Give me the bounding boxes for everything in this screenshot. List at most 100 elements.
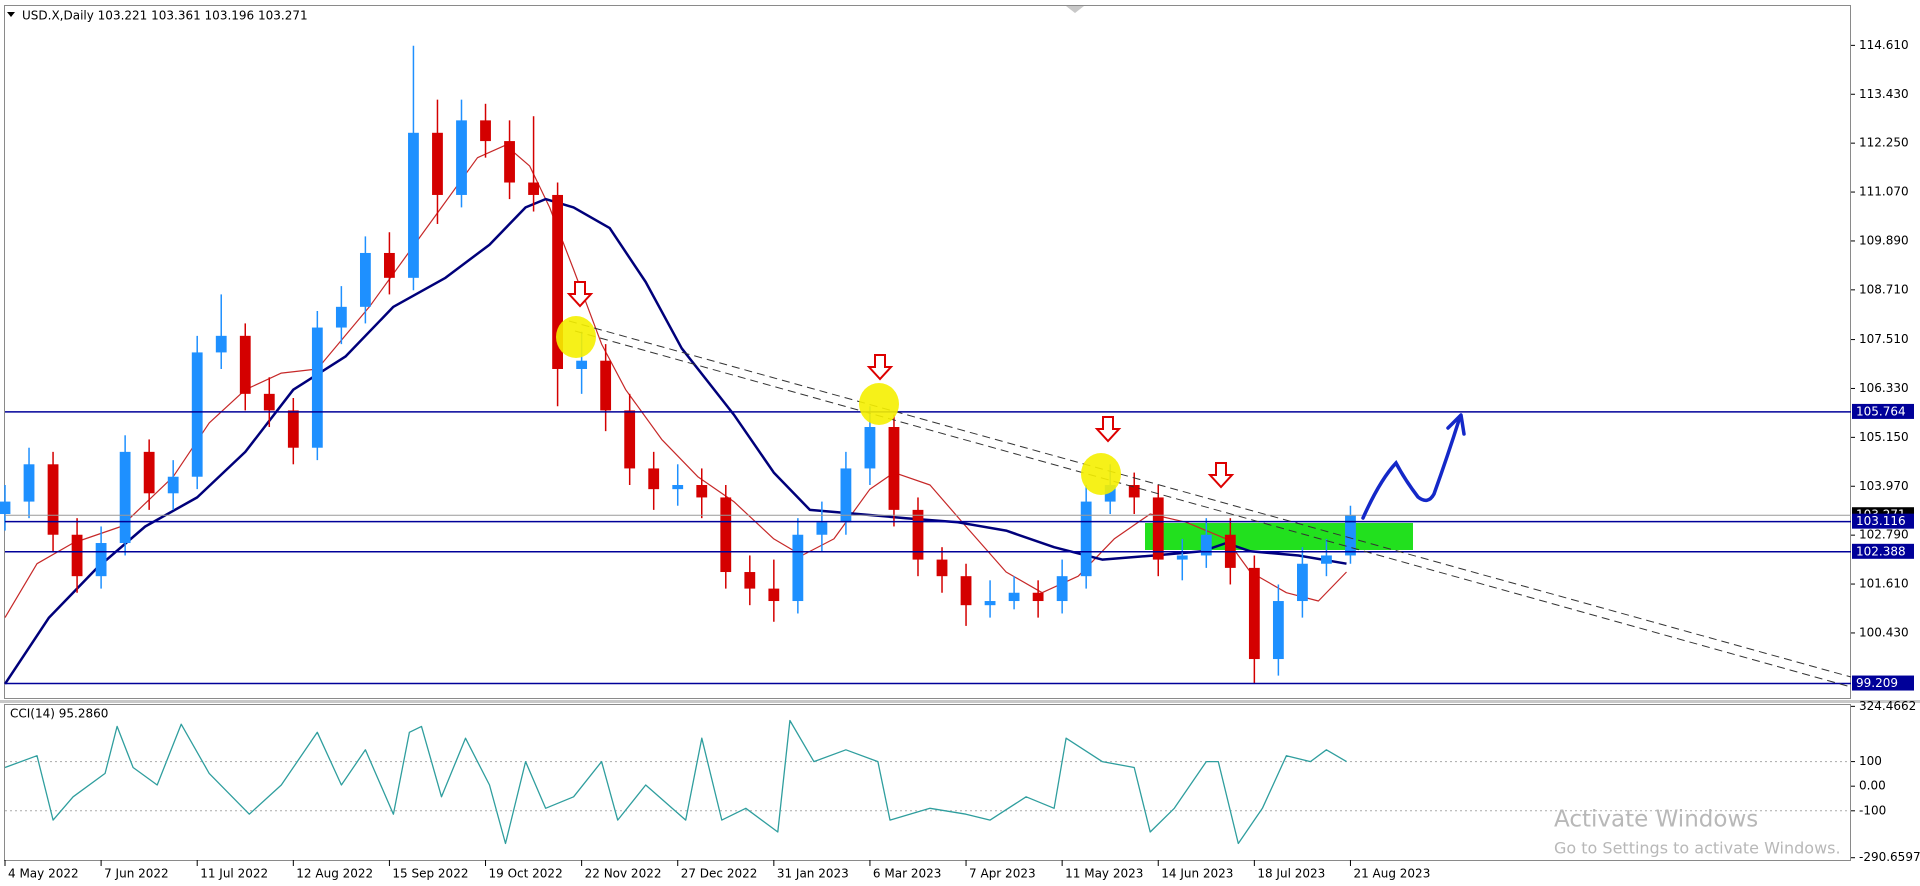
level-label: 99.209 <box>1856 676 1898 690</box>
x-tick-label: 15 Sep 2022 <box>392 867 468 881</box>
candle-body <box>0 501 11 515</box>
candle-body <box>239 335 251 394</box>
level-label-box <box>1852 513 1914 529</box>
y-tick-label: 111.070 <box>1859 185 1909 199</box>
candle-body <box>960 576 972 606</box>
candle-body <box>816 522 828 535</box>
y-tick-label: 103.970 <box>1859 479 1909 493</box>
candle-body <box>384 252 395 278</box>
candle-body <box>335 306 347 328</box>
x-tick-label: 22 Nov 2022 <box>585 867 662 881</box>
level-label: 105.764 <box>1856 404 1906 418</box>
cci-panel-frame <box>4 704 1851 861</box>
y-tick-label: 100.430 <box>1859 625 1909 639</box>
x-tick-label: 14 Jun 2023 <box>1161 867 1233 881</box>
x-tick-label: 18 Jul 2023 <box>1257 867 1325 881</box>
x-tick-label: 19 Oct 2022 <box>489 867 563 881</box>
trendline <box>568 320 1852 678</box>
candle-body <box>263 393 275 411</box>
x-tick-label: 27 Dec 2022 <box>681 867 758 881</box>
y-tick-label: 112.250 <box>1859 136 1909 150</box>
x-tick-label: 4 May 2022 <box>8 867 79 881</box>
candle-body <box>1032 592 1044 602</box>
y-tick-label: 114.610 <box>1859 38 1909 52</box>
candle-body <box>408 132 419 278</box>
x-tick-label: 31 Jan 2023 <box>777 867 849 881</box>
candle-body <box>528 182 539 195</box>
scroll-marker <box>1066 6 1084 13</box>
forecast-arrowhead <box>1446 413 1466 436</box>
candle-body <box>1176 555 1188 560</box>
moving-average <box>4 144 1347 618</box>
candle-body <box>936 559 948 577</box>
y-tick-label: -290.6597 <box>1859 850 1920 864</box>
candle-body <box>792 534 804 602</box>
x-tick-label: 7 Jun 2022 <box>104 867 169 881</box>
y-tick-label: 101.610 <box>1859 577 1909 591</box>
down-arrow <box>566 281 594 308</box>
down-arrow <box>1094 416 1122 443</box>
candle-body <box>71 534 83 577</box>
level-label: 103.116 <box>1856 514 1906 528</box>
candle-body <box>864 427 876 469</box>
forecast-arrow <box>1361 418 1461 520</box>
candle-body <box>1345 515 1356 556</box>
candle-body <box>840 468 852 523</box>
y-tick-label: 324.4662 <box>1859 699 1916 713</box>
candle-body <box>287 410 299 448</box>
candle-body <box>1080 501 1092 577</box>
y-tick-label: 100 <box>1859 754 1882 768</box>
candle-body <box>888 427 900 510</box>
candle-body <box>119 451 131 544</box>
chart-title: USD.X,Daily 103.221 103.361 103.196 103.… <box>22 9 308 23</box>
candle-body <box>672 485 684 490</box>
down-arrow <box>1207 462 1235 489</box>
x-tick-label: 12 Aug 2022 <box>296 867 373 881</box>
candle-body <box>1321 555 1332 564</box>
candle-body <box>23 464 35 502</box>
candle-body <box>576 360 588 369</box>
candle-body <box>744 572 756 589</box>
x-tick-label: 11 Jul 2022 <box>200 867 268 881</box>
candle-body <box>504 141 515 183</box>
y-tick-label: 105.150 <box>1859 430 1909 444</box>
y-tick-label: 106.330 <box>1859 381 1909 395</box>
candle-body <box>1272 601 1284 660</box>
x-tick-label: 11 May 2023 <box>1065 867 1143 881</box>
candle-body <box>1104 485 1116 502</box>
y-tick-label: 109.890 <box>1859 233 1909 247</box>
down-arrow <box>866 354 894 381</box>
candle-body <box>359 252 371 307</box>
watermark-title: Activate Windows <box>1554 807 1758 833</box>
highlight-circle <box>1081 453 1121 495</box>
candle-body <box>95 543 107 577</box>
candle-body <box>456 120 467 195</box>
candle-body <box>432 132 443 195</box>
indicator-line <box>4 719 1347 845</box>
candle-body <box>480 120 491 142</box>
y-tick-label: 113.430 <box>1859 87 1909 101</box>
highlight-circle <box>556 316 596 358</box>
y-tick-label: 108.710 <box>1859 282 1909 296</box>
candle-body <box>47 464 59 535</box>
x-tick-label: 6 Mar 2023 <box>873 867 941 881</box>
y-tick-label: 102.790 <box>1859 528 1909 542</box>
menu-triangle <box>7 12 15 17</box>
candle-body <box>648 468 660 490</box>
candle-body <box>1200 534 1212 556</box>
candle-body <box>167 476 179 494</box>
candle-body <box>600 360 612 411</box>
candle-body <box>768 588 780 602</box>
level-label: 102.388 <box>1856 544 1906 558</box>
candle-body <box>912 509 924 560</box>
level-label-box <box>1852 543 1914 559</box>
y-tick-label: -100 <box>1859 803 1886 817</box>
candle-body <box>1296 563 1308 602</box>
watermark-subtitle: Go to Settings to activate Windows. <box>1554 839 1841 858</box>
candle-body <box>1152 497 1164 560</box>
y-tick-label: 0.00 <box>1859 779 1886 793</box>
candle-body <box>1008 592 1020 602</box>
candle-body <box>552 194 564 369</box>
